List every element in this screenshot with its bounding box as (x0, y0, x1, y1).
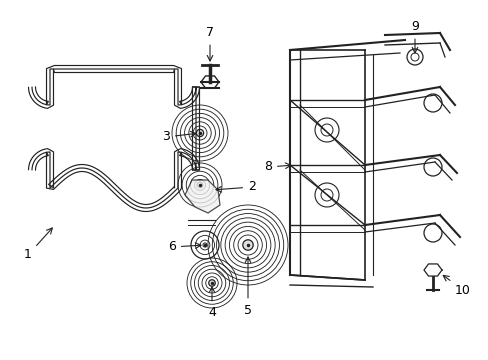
Text: 3: 3 (162, 130, 196, 144)
Text: 5: 5 (244, 257, 251, 316)
Text: 7: 7 (205, 27, 214, 61)
Circle shape (208, 280, 215, 286)
Circle shape (196, 129, 203, 137)
Text: 4: 4 (207, 287, 216, 320)
Circle shape (203, 243, 207, 247)
Polygon shape (184, 180, 220, 213)
Text: 9: 9 (410, 21, 418, 53)
Circle shape (243, 240, 253, 250)
Text: 2: 2 (216, 180, 255, 194)
Circle shape (197, 182, 203, 188)
Text: 1: 1 (24, 228, 52, 261)
Text: 8: 8 (264, 161, 290, 174)
Text: 6: 6 (168, 240, 201, 253)
Text: 10: 10 (442, 275, 470, 297)
